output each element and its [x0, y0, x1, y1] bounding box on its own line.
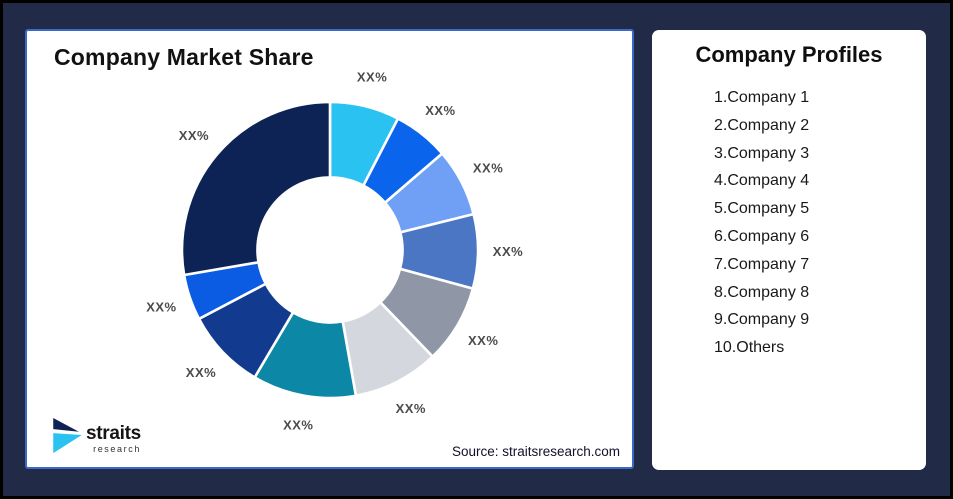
chart-title: Company Market Share [54, 44, 314, 70]
segment-label: XX% [396, 401, 426, 416]
segment-label: XX% [179, 128, 209, 143]
market-share-card: Company Market Share XX% XX% XX% XX% XX% XX% X… [25, 29, 634, 469]
segment-label: XX% [493, 244, 523, 259]
logo-sub-text: research [93, 444, 141, 454]
company-list-item: 4.Company 4 [714, 172, 810, 190]
profiles-title: Company Profiles [695, 42, 883, 67]
company-list-item: 3.Company 3 [714, 144, 810, 162]
segment-label: XX% [283, 418, 313, 433]
company-list-item: 5.Company 5 [714, 200, 810, 218]
logo-brand-text: straits [86, 423, 141, 444]
company-list-item: 2.Company 2 [714, 116, 810, 134]
company-list-item: 6.Company 6 [714, 227, 810, 245]
company-list-item: 9.Company 9 [714, 311, 810, 329]
donut-chart: XX% XX% XX% XX% XX% XX% XX% XX% XX% XX% [146, 70, 523, 433]
segment-label: XX% [186, 365, 216, 380]
company-list-item: 7.Company 7 [714, 255, 810, 273]
company-list-item: 1.Company 1 [714, 89, 810, 106]
segment-label: XX% [468, 333, 498, 348]
segment-label: XX% [425, 103, 455, 118]
company-list-item: 8.Company 8 [714, 283, 810, 301]
straits-logo-icon [51, 417, 84, 455]
company-list: 1.Company 1 2.Company 2 3.Company 3 4.Compa… [652, 84, 926, 362]
segment-label: XX% [357, 70, 387, 85]
logo-wordmark: straits research [86, 423, 141, 454]
segment-label: XX% [146, 300, 176, 315]
company-list-item: 10.Others [714, 339, 785, 357]
company-profiles-card: Company Profiles 1.Company 1 2.Company 2 3… [652, 30, 926, 470]
straits-research-logo: straits research [51, 417, 141, 455]
donut-segment [180, 100, 332, 277]
source-attribution: Source: straitsresearch.com [451, 444, 620, 459]
segment-label: XX% [473, 161, 503, 176]
